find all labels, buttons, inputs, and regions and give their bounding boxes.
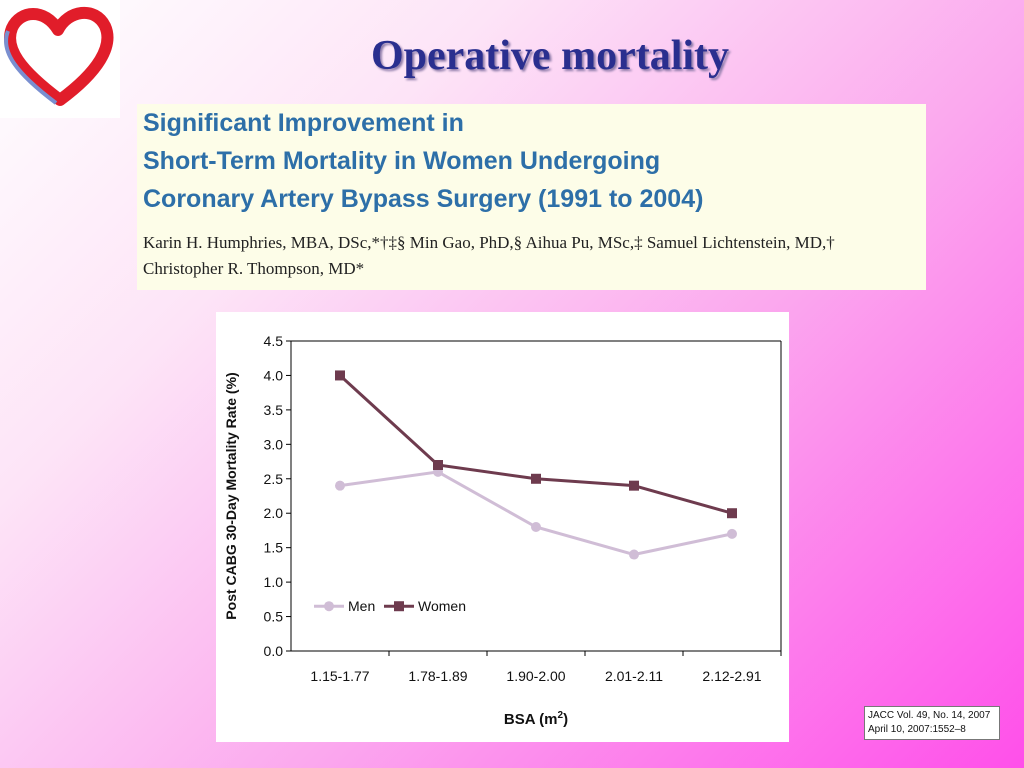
data-point-men: [629, 549, 639, 560]
x-tick-label: 1.15-1.77: [310, 668, 369, 684]
series-line-women: [338, 374, 733, 515]
chart-panel: 0.0 0.5 1.0 1.5 2.0 2.5 3.0 3.5 4.0 4.5 1.15-1.77 1…: [216, 312, 789, 742]
data-point-women: [727, 508, 737, 519]
mortality-line-chart: 0.0 0.5 1.0 1.5 2.0 2.5 3.0 3.5 4.0 4.5 1.15-1.77 1…: [223, 333, 782, 728]
legend-marker: [394, 601, 404, 612]
y-tick-label: 2.0: [264, 505, 284, 521]
heart-icon: [4, 6, 114, 106]
paper-title-line: Short-Term Mortality in Women Undergoing: [143, 147, 661, 175]
author-line: Karin H. Humphries, MBA, DSc,*†‡§ Min Ga…: [143, 233, 835, 252]
data-point-men: [727, 528, 737, 539]
y-tick-label: 0.0: [264, 643, 284, 659]
y-tick-label: 1.0: [264, 574, 284, 590]
page-title: Operative mortality: [370, 33, 730, 79]
y-tick-label: 2.5: [264, 471, 284, 487]
legend-marker: [324, 601, 334, 612]
citation: JACC Vol. 49, No. 14, 2007 April 10, 200…: [864, 706, 1000, 740]
y-tick-label: 4.5: [264, 333, 284, 349]
citation-line: April 10, 2007:1552–8: [868, 724, 966, 735]
data-point-women: [335, 370, 345, 381]
y-tick-label: 3.5: [264, 402, 284, 418]
data-point-men: [335, 480, 345, 491]
data-point-women: [629, 480, 639, 491]
paper-title: Significant Improvement in Short-Term Mo…: [143, 104, 920, 218]
y-tick-label: 4.0: [264, 367, 284, 383]
y-tick-label: 1.5: [264, 540, 284, 556]
x-axis-label: BSA (m2): [504, 710, 568, 728]
y-axis-label: Post CABG 30-Day Mortality Rate (%): [223, 372, 239, 619]
paper-title-line: Coronary Artery Bypass Surgery (1991 to …: [143, 185, 704, 213]
data-point-women: [531, 473, 541, 484]
x-tick-label: 1.78-1.89: [408, 668, 467, 684]
data-point-women: [433, 460, 443, 470]
paper-title-line: Significant Improvement in: [143, 109, 464, 137]
legend-label: Women: [418, 598, 466, 614]
x-tick-label: 2.12-2.91: [702, 668, 761, 684]
heart-logo: [0, 0, 120, 118]
citation-line: JACC Vol. 49, No. 14, 2007: [868, 710, 991, 721]
legend-label: Men: [348, 598, 375, 614]
y-tick-label: 0.5: [264, 609, 284, 625]
series-line-men: [339, 470, 733, 557]
y-tick-label: 3.0: [264, 436, 284, 452]
paper-authors: Karin H. Humphries, MBA, DSc,*†‡§ Min Ga…: [143, 230, 920, 282]
x-tick-label: 1.90-2.00: [506, 668, 565, 684]
author-line: Christopher R. Thompson, MD*: [143, 259, 365, 278]
data-point-men: [531, 522, 541, 532]
x-tick-label: 2.01-2.11: [605, 668, 663, 684]
paper-header: Significant Improvement in Short-Term Mo…: [137, 104, 926, 290]
